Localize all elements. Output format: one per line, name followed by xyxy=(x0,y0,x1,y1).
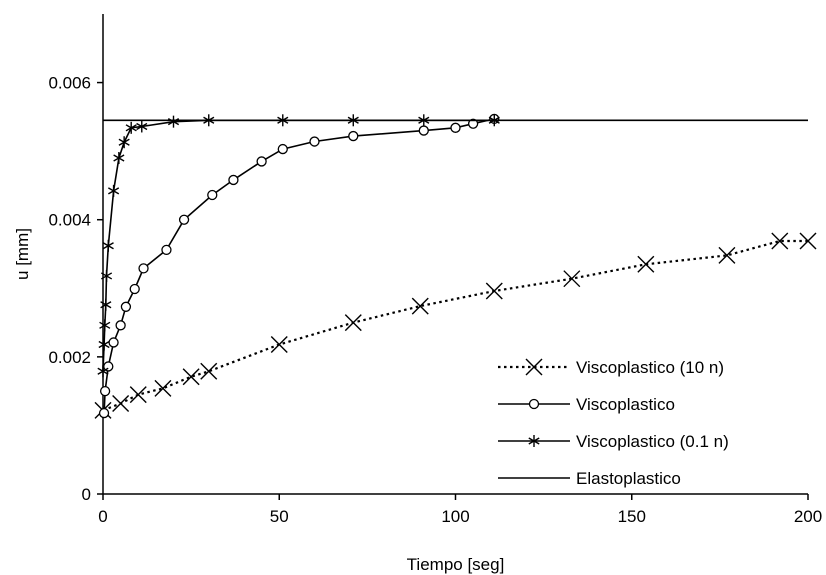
series-line-viscoplastico-10-n xyxy=(102,239,808,412)
data-point-viscoplastico xyxy=(256,156,267,167)
y-tick-label: 0.006 xyxy=(48,74,91,93)
data-point-viscoplastico-10-n xyxy=(563,270,581,288)
data-point-viscoplastico-10-n xyxy=(129,386,147,404)
legend-item-elastoplastico: Elastoplastico xyxy=(498,469,681,488)
data-point-viscoplastico xyxy=(178,214,190,225)
y-axis-title: u [mm] xyxy=(13,228,32,280)
data-point-viscoplastico-10-n xyxy=(200,362,218,380)
data-point-viscoplastico xyxy=(450,122,461,133)
y-ticks: 0 0.002 0.004 0.006 xyxy=(48,74,103,504)
x-axis-title: Tiempo [seg] xyxy=(407,555,505,574)
data-point-viscoplastico-10-n xyxy=(270,336,288,354)
series-group xyxy=(94,113,817,419)
data-point-viscoplastico-10-n xyxy=(637,255,655,273)
x-ticks: 0 50 100 150 200 xyxy=(98,494,822,526)
data-point-viscoplastico-10-n xyxy=(154,379,172,397)
data-point-viscoplastico xyxy=(228,174,239,186)
data-point-viscoplastico-10-n xyxy=(771,232,789,250)
legend-marker xyxy=(528,398,540,410)
data-point-viscoplastico-10-n xyxy=(411,297,429,315)
legend-label: Viscoplastico (10 n) xyxy=(576,358,724,377)
data-point-viscoplastico xyxy=(115,320,126,331)
y-tick-label: 0.004 xyxy=(48,211,91,230)
data-point-viscoplastico-10-n xyxy=(718,246,736,264)
data-point-viscoplastico xyxy=(418,125,429,136)
legend-label: Elastoplastico xyxy=(576,469,681,488)
data-point-viscoplastico-0-1-n xyxy=(102,239,114,252)
legend-label: Viscoplastico (0.1 n) xyxy=(576,432,729,451)
data-point-viscoplastico xyxy=(138,263,149,274)
data-point-viscoplastico xyxy=(161,244,172,256)
legend-label: Viscoplastico xyxy=(576,395,675,414)
legend-marker xyxy=(525,358,543,376)
legend-item-viscoplastico: Viscoplastico xyxy=(498,395,675,414)
data-point-viscoplastico-0-1-n xyxy=(99,319,111,332)
series-viscoplastico xyxy=(98,113,500,419)
legend-item-viscoplastico-10-n: Viscoplastico (10 n) xyxy=(498,358,724,377)
data-point-viscoplastico-10-n xyxy=(112,394,130,412)
data-point-viscoplastico-10-n xyxy=(799,232,817,250)
data-point-viscoplastico xyxy=(467,118,479,129)
data-point-viscoplastico-0-1-n xyxy=(113,152,125,164)
x-tick-label: 0 xyxy=(98,507,107,526)
axes xyxy=(102,14,808,495)
series-viscoplastico-0-1-n xyxy=(97,114,500,378)
data-point-viscoplastico xyxy=(108,337,119,348)
data-point-viscoplastico-0-1-n xyxy=(118,136,130,149)
x-tick-label: 200 xyxy=(794,507,822,526)
data-point-viscoplastico xyxy=(98,407,110,419)
data-point-viscoplastico xyxy=(120,301,132,312)
data-point-viscoplastico xyxy=(277,143,288,155)
data-point-viscoplastico xyxy=(129,283,140,295)
legend-item-viscoplastico-0-1-n: Viscoplastico (0.1 n) xyxy=(498,432,729,451)
data-point-viscoplastico xyxy=(348,130,359,142)
x-tick-label: 150 xyxy=(618,507,646,526)
data-point-viscoplastico xyxy=(207,189,218,201)
data-point-viscoplastico-0-1-n xyxy=(100,298,112,311)
data-point-viscoplastico-10-n xyxy=(182,368,200,386)
data-point-viscoplastico-0-1-n xyxy=(108,184,120,197)
series-line-viscoplastico-0-1-n xyxy=(102,119,495,372)
x-tick-label: 50 xyxy=(270,507,289,526)
y-tick-label: 0.002 xyxy=(48,348,91,367)
legend-marker xyxy=(528,435,540,447)
series-viscoplastico-10-n xyxy=(94,232,817,419)
data-point-viscoplastico-0-1-n xyxy=(97,365,109,378)
y-tick-label: 0 xyxy=(82,485,91,504)
legend: Viscoplastico (10 n) Viscoplastico Viscopl… xyxy=(498,358,729,488)
series-line-viscoplastico xyxy=(103,118,495,414)
data-point-viscoplastico-0-1-n xyxy=(125,121,137,134)
data-point-viscoplastico-10-n xyxy=(344,314,362,332)
data-point-viscoplastico-0-1-n xyxy=(98,338,110,351)
data-point-viscoplastico xyxy=(99,385,111,397)
data-point-viscoplastico-0-1-n xyxy=(136,120,148,133)
data-point-viscoplastico-0-1-n xyxy=(100,269,113,282)
x-tick-label: 100 xyxy=(441,507,469,526)
data-point-viscoplastico-10-n xyxy=(485,282,503,300)
data-point-viscoplastico xyxy=(309,136,320,147)
